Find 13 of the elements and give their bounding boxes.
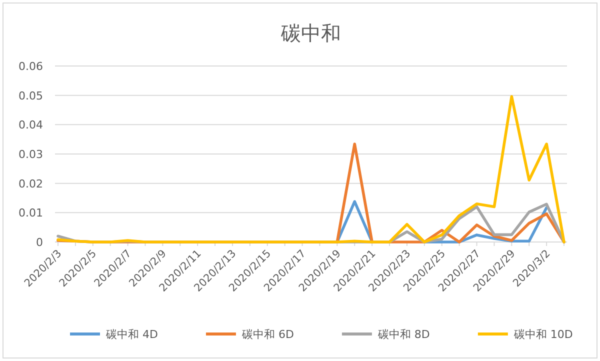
y-tick-label: 0.04: [18, 118, 43, 132]
y-tick-label: 0.02: [18, 177, 43, 190]
legend-label: 碳中和 10D: [512, 328, 573, 341]
legend-label: 碳中和 8D: [376, 328, 430, 341]
legend-label: 碳中和 4D: [105, 328, 158, 341]
y-tick-label: 0.05: [18, 89, 43, 102]
y-tick-label: 0: [36, 236, 43, 249]
y-tick-label: 0.03: [18, 148, 43, 161]
legend-label: 碳中和 6D: [240, 328, 294, 341]
y-tick-label: 0.01: [18, 206, 43, 220]
y-tick-label: 0.06: [18, 60, 43, 73]
line-series: [56, 95, 566, 244]
chart-title: 碳中和: [280, 21, 341, 45]
